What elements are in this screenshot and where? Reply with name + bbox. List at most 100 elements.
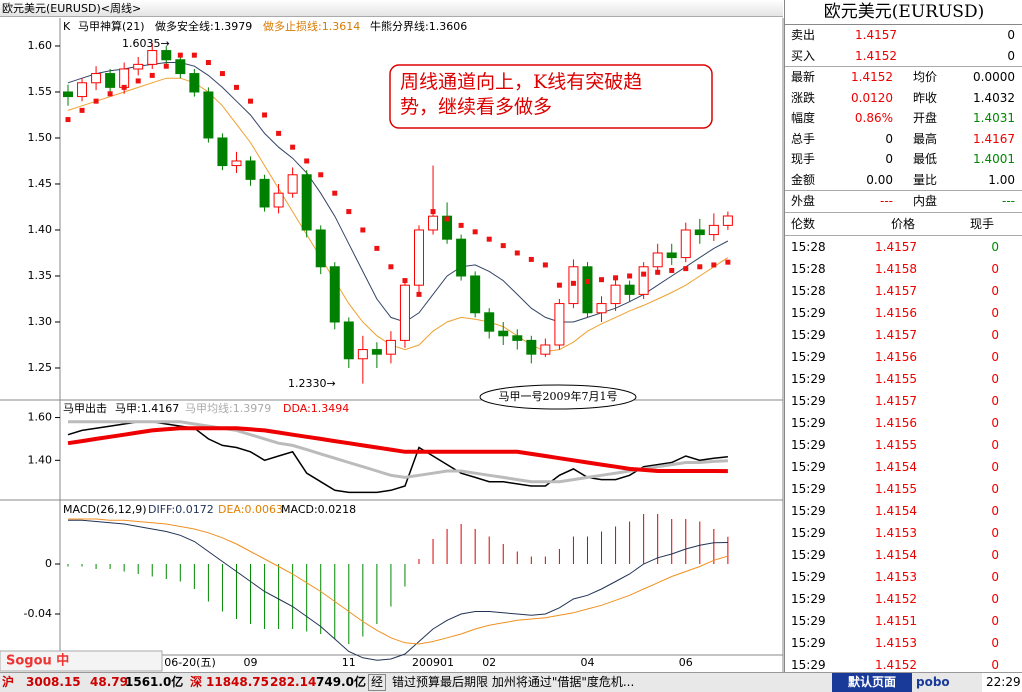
value: 11848.75: [206, 675, 270, 689]
y-tick-label: 1.50: [28, 131, 53, 144]
candle-body: [708, 224, 719, 236]
y-tick-label: 0: [45, 557, 52, 570]
stop-dot: [669, 267, 675, 273]
trade-row: 15:29 1.4152 0: [785, 654, 1022, 676]
trade-price: 1.4154: [875, 459, 917, 474]
stop-dot: [332, 190, 338, 196]
line: [68, 420, 728, 484]
trade-row: 15:29 1.4154 0: [785, 456, 1022, 478]
candle-body: [245, 160, 256, 180]
candle-body: [456, 238, 467, 277]
candle-body: [133, 63, 144, 70]
trade-volume: 0: [991, 657, 999, 672]
quote-cell: 0.0000: [973, 70, 1015, 84]
quote-cell: 0: [1007, 48, 1015, 63]
trade-volume: 0: [991, 393, 999, 408]
y-tick-label: -0.04: [24, 607, 52, 620]
quote-cell: 0: [885, 131, 893, 146]
trade-time: 15:29: [791, 569, 826, 584]
candle-body: [385, 339, 396, 355]
trade-volume: 0: [991, 547, 999, 562]
stop-dot: [346, 209, 352, 215]
quote-cell: 总手: [791, 131, 816, 146]
trade-price: 1.4157: [875, 239, 917, 254]
stop-dot: [304, 158, 310, 164]
stop-dot: [725, 259, 731, 265]
candle-body: [610, 284, 621, 305]
trade-volume: 0: [991, 283, 999, 298]
news[interactable]: 错过预算最后期限 加州将通过"借据"度危机...: [392, 675, 635, 689]
indicator-value: DDA:1.3494: [283, 402, 349, 415]
trade-row: 15:29 1.4153 0: [785, 522, 1022, 544]
y-tick-label: 1.25: [28, 361, 53, 374]
quote-cell: 0.86%: [854, 111, 893, 125]
quote-cell: 1.4157: [855, 28, 897, 42]
trade-volume: 0: [991, 327, 999, 342]
quote-cell: 内盘: [913, 194, 938, 208]
quote-cell: 1.4031: [973, 111, 1015, 125]
candle-body: [273, 192, 284, 208]
stop-dot: [121, 84, 127, 90]
indicator-value: DEA:0.0063: [218, 503, 283, 516]
quote-row: 卖出 1.4157 0: [785, 25, 1022, 46]
candle-body: [442, 215, 453, 240]
stop-dot: [93, 98, 99, 104]
stop-dot: [402, 278, 408, 284]
trade-time: 15:29: [791, 459, 826, 474]
col-head: 伦数: [791, 216, 816, 231]
trade-volume: 0: [991, 349, 999, 364]
x-tick-label: 06-20(五): [164, 656, 216, 669]
candle-body: [624, 284, 635, 295]
ime-box: [0, 650, 163, 672]
window-title: 欧元美元(EURUSD)<周线>: [0, 0, 783, 17]
trade-price: 1.4155: [875, 371, 917, 386]
trade-price: 1.4154: [875, 547, 917, 562]
candle-body: [147, 50, 158, 65]
trade-time: 15:29: [791, 437, 826, 452]
trade-volume: 0: [991, 613, 999, 628]
indicator-value: 马甲均线:1.3979: [185, 401, 271, 415]
trade-price: 1.4152: [875, 657, 917, 672]
trade-price: 1.4152: [875, 591, 917, 606]
trade-volume: 0: [991, 569, 999, 584]
candle-body: [203, 91, 214, 139]
trade-list: 15:28 1.4157 0 15:28 1.4158 0 15:28 1.4157 0 15:2…: [785, 236, 1022, 676]
stop-dot: [191, 52, 197, 58]
candle-body: [105, 73, 116, 88]
ime-toolbar: Sogou 中: [0, 650, 163, 672]
candle-body: [371, 349, 382, 355]
quote-row: 买入 1.4152 0: [785, 46, 1022, 67]
indicator-value: 马甲:1.4167: [115, 402, 179, 415]
trade-price: 1.4157: [875, 393, 917, 408]
line: [67, 426, 728, 474]
news-tag[interactable]: 经: [368, 674, 387, 691]
stop-dot: [65, 117, 71, 123]
quote-cell: 1.4167: [973, 131, 1015, 146]
y-tick-label: 1.30: [28, 315, 53, 328]
trade-volume: 0: [991, 503, 999, 518]
x-tick-label: 11: [342, 656, 356, 669]
trade-row: 15:29 1.4157 0: [785, 324, 1022, 346]
status-bar: 沪 3008.15 48.79 1561.0亿 深 11848.75 282.1…: [0, 672, 1022, 692]
candle-body: [484, 312, 495, 332]
candle-body: [680, 229, 691, 259]
quote-title: 欧元美元(EURUSD): [785, 0, 1022, 25]
candle-body: [428, 215, 439, 231]
clock: 22:29: [982, 673, 1022, 692]
trade-row: 15:29 1.4156 0: [785, 412, 1022, 434]
chart-area: 1.25 1.30 1.35 1.40 1.45 1.50 1.55 1.60 K 马甲神算(21…: [0, 18, 784, 672]
trade-row: 15:29 1.4152 0: [785, 588, 1022, 610]
trade-time: 15:29: [791, 547, 826, 562]
quote-cell: 昨收: [913, 90, 938, 105]
stop-dot: [416, 291, 422, 297]
trade-volume: 0: [991, 305, 999, 320]
stamp: 马甲一号2009年7月1号: [499, 389, 618, 403]
candle-body: [63, 91, 73, 98]
candle-body: [259, 178, 270, 208]
trade-price: 1.4153: [875, 635, 917, 650]
quote-cell: 现手: [791, 152, 816, 166]
indicator-value: DIFF:0.0172: [148, 503, 214, 516]
candle-body: [189, 73, 200, 93]
page-button[interactable]: 默认页面: [832, 673, 912, 692]
quote-cell: 开盘: [913, 111, 938, 125]
